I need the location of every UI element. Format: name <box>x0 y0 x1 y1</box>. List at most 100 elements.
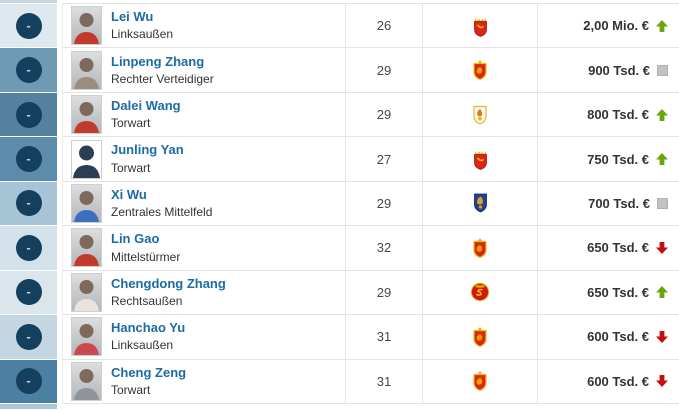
player-photo[interactable] <box>71 228 102 268</box>
club-crest-red-gold[interactable] <box>471 370 489 392</box>
player-photo[interactable] <box>71 361 102 401</box>
player-cell: Dalei Wang Torwart <box>63 93 345 136</box>
row-band: - <box>0 4 57 48</box>
partial-row-band <box>0 403 57 409</box>
market-value: 2,00 Mio. € <box>583 18 649 34</box>
row-band: - <box>0 48 57 92</box>
player-age: 32 <box>345 226 422 270</box>
player-age: 29 <box>345 270 422 315</box>
row-band: - <box>0 92 57 137</box>
player-name-link[interactable]: Chengdong Zhang <box>111 275 226 291</box>
player-name-block: Dalei Wang Torwart <box>111 98 181 131</box>
player-cell: Junling Yan Torwart <box>63 137 345 180</box>
club-crest-white-orange[interactable] <box>471 104 489 126</box>
player-row: Xi Wu Zentrales Mittelfeld 29 700 Tsd. € <box>63 181 679 227</box>
player-photo[interactable] <box>71 183 102 223</box>
club-cell <box>422 137 537 181</box>
player-cell: Cheng Zeng Torwart <box>63 360 345 403</box>
market-value-cell: 700 Tsd. € <box>537 181 679 226</box>
club-cell <box>422 359 537 403</box>
player-name-block: Lin Gao Mittelstürmer <box>111 231 180 264</box>
player-name-block: Junling Yan Torwart <box>111 142 184 175</box>
player-cell: Linpeng Zhang Rechter Verteidiger <box>63 48 345 91</box>
player-age: 31 <box>345 359 422 403</box>
club-cell <box>422 315 537 359</box>
club-crest-blue-gold[interactable] <box>472 192 489 214</box>
row-band: - <box>0 315 57 359</box>
remove-column: - - - - - - - - - <box>0 0 57 410</box>
player-photo[interactable] <box>71 317 102 357</box>
market-value: 600 Tsd. € <box>587 329 649 345</box>
player-photo[interactable] <box>71 139 102 179</box>
player-position: Zentrales Mittelfeld <box>111 205 213 220</box>
trend-down-icon <box>656 375 668 388</box>
player-row: Cheng Zeng Torwart 31 600 Tsd. € <box>63 359 679 404</box>
trend-up-icon <box>656 153 668 166</box>
player-position: Torwart <box>111 382 151 397</box>
club-crest-red-gold[interactable] <box>471 237 489 259</box>
player-row: Junling Yan Torwart 27 750 Tsd. € <box>63 137 679 182</box>
player-photo[interactable] <box>71 272 102 312</box>
player-photo[interactable] <box>71 6 102 46</box>
market-value: 800 Tsd. € <box>587 107 649 123</box>
remove-player-button[interactable]: - <box>15 146 42 173</box>
player-name-block: Linpeng Zhang Rechter Verteidiger <box>111 54 214 87</box>
player-position: Linksaußen <box>111 338 174 353</box>
player-name-link[interactable]: Cheng Zeng <box>111 364 187 380</box>
club-crest-red-crown[interactable] <box>471 148 490 170</box>
player-name-link[interactable]: Lei Wu <box>111 9 154 25</box>
remove-player-button[interactable]: - <box>15 12 42 39</box>
player-position: Rechter Verteidiger <box>111 71 214 86</box>
club-cell <box>422 181 537 226</box>
market-value: 700 Tsd. € <box>588 195 650 211</box>
remove-player-button[interactable]: - <box>15 101 42 128</box>
market-value-cell: 2,00 Mio. € <box>537 4 679 48</box>
market-value-cell: 600 Tsd. € <box>537 315 679 359</box>
club-cell <box>422 4 537 48</box>
player-cell: Xi Wu Zentrales Mittelfeld <box>63 182 345 225</box>
market-value-cell: 650 Tsd. € <box>537 270 679 315</box>
player-position: Torwart <box>111 160 151 175</box>
club-crest-red-gold[interactable] <box>471 326 489 348</box>
club-crest-red-crown[interactable] <box>471 15 490 37</box>
remove-player-button[interactable]: - <box>15 234 42 261</box>
club-cell <box>422 48 537 92</box>
player-photo[interactable] <box>71 95 102 135</box>
row-band: - <box>0 359 57 403</box>
player-row: Lin Gao Mittelstürmer 32 650 Tsd. € <box>63 226 679 271</box>
player-name-link[interactable]: Xi Wu <box>111 186 147 202</box>
remove-player-button[interactable]: - <box>15 57 42 84</box>
club-crest-red-gold[interactable] <box>471 59 489 81</box>
player-photo[interactable] <box>71 50 102 90</box>
player-row: Hanchao Yu Linksaußen 31 600 Tsd. € <box>63 315 679 360</box>
trend-up-icon <box>656 286 668 299</box>
player-row: Chengdong Zhang Rechtsaußen 29 650 Tsd. … <box>63 270 679 316</box>
market-value-cell: 750 Tsd. € <box>537 137 679 181</box>
player-position: Mittelstürmer <box>111 249 181 264</box>
player-cell: Lin Gao Mittelstürmer <box>63 226 345 269</box>
player-position: Rechtsaußen <box>111 293 183 308</box>
trend-down-icon <box>656 330 668 343</box>
market-value: 650 Tsd. € <box>587 284 649 300</box>
player-row: Linpeng Zhang Rechter Verteidiger 29 900… <box>63 48 679 93</box>
market-value-cell: 650 Tsd. € <box>537 226 679 270</box>
player-name-block: Cheng Zeng Torwart <box>111 365 186 398</box>
remove-player-button[interactable]: - <box>15 368 42 395</box>
remove-player-button[interactable]: - <box>15 190 42 217</box>
trend-up-icon <box>656 108 668 121</box>
player-position: Linksaußen <box>111 27 174 42</box>
remove-player-button[interactable]: - <box>15 323 42 350</box>
player-age: 29 <box>345 48 422 92</box>
player-row: Dalei Wang Torwart 29 800 Tsd. € <box>63 92 679 138</box>
player-cell: Chengdong Zhang Rechtsaußen <box>63 271 345 314</box>
player-name-link[interactable]: Hanchao Yu <box>111 320 186 336</box>
market-value: 650 Tsd. € <box>587 240 649 256</box>
player-name-link[interactable]: Linpeng Zhang <box>111 53 205 69</box>
player-name-block: Chengdong Zhang Rechtsaußen <box>111 276 226 309</box>
player-name-link[interactable]: Lin Gao <box>111 231 160 247</box>
club-crest-red-round[interactable] <box>470 282 490 302</box>
remove-player-button[interactable]: - <box>15 279 42 306</box>
player-name-link[interactable]: Dalei Wang <box>111 97 181 113</box>
player-cell: Hanchao Yu Linksaußen <box>63 315 345 358</box>
player-name-link[interactable]: Junling Yan <box>111 142 184 158</box>
